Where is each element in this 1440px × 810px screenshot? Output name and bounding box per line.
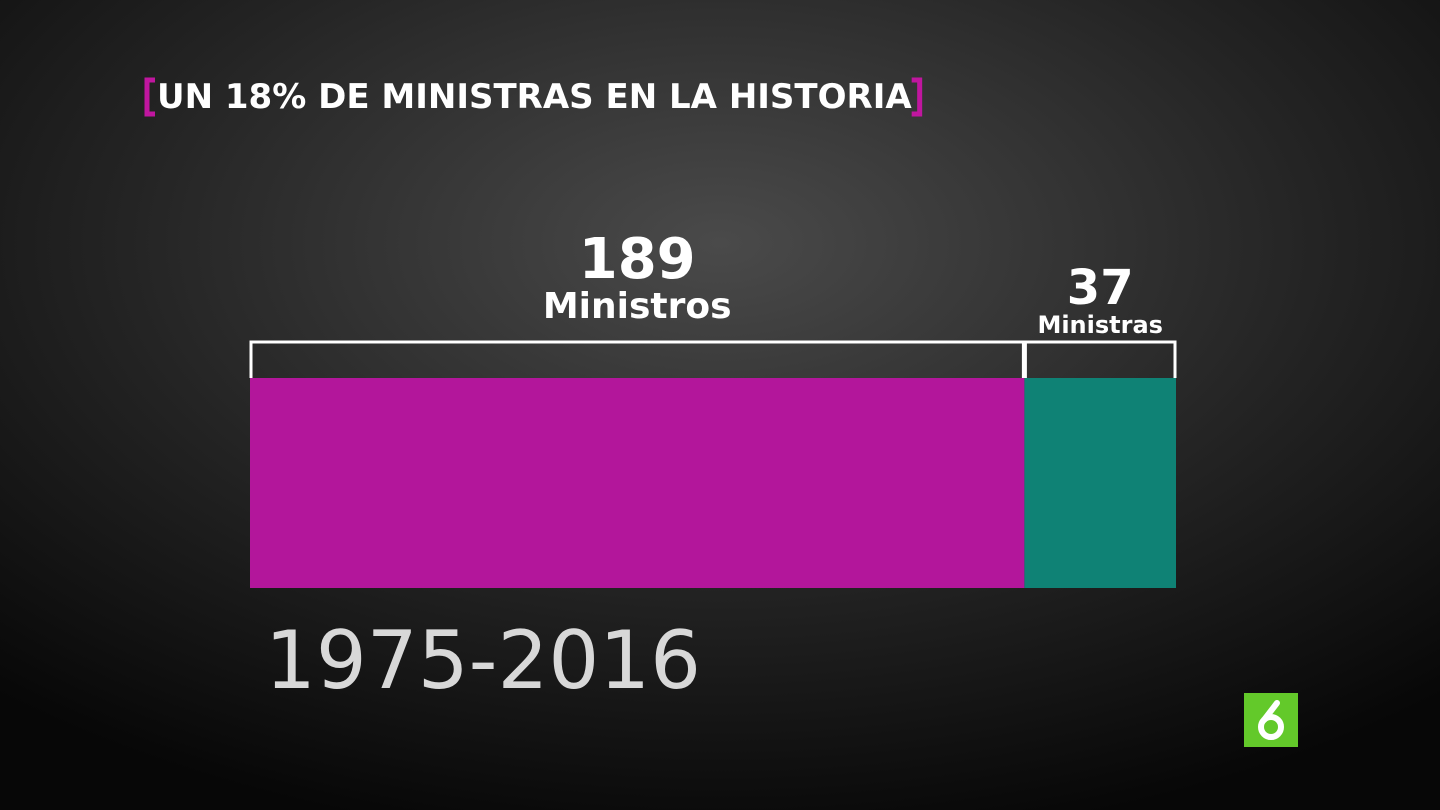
bar-segment (250, 378, 1025, 588)
logo-ring (1258, 714, 1284, 740)
segment-bracket (1023, 340, 1177, 378)
legend-label: Ministras (1037, 311, 1163, 339)
value-label: 37 (1067, 260, 1134, 316)
bar-segment (1024, 378, 1176, 588)
title-bracket (911, 77, 923, 117)
legend-label: Ministros (543, 286, 732, 327)
segment-bracket (249, 340, 1025, 378)
channel-logo (1244, 693, 1298, 747)
title-group: UN 18% DE MINISTRAS EN LA HISTORIA (157, 77, 912, 117)
chart-title: UN 18% DE MINISTRAS EN LA HISTORIA (157, 77, 912, 117)
chart-subtitle: 1975-2016 (265, 614, 701, 707)
title-bracket (144, 77, 155, 117)
value-label: 189 (579, 227, 696, 292)
